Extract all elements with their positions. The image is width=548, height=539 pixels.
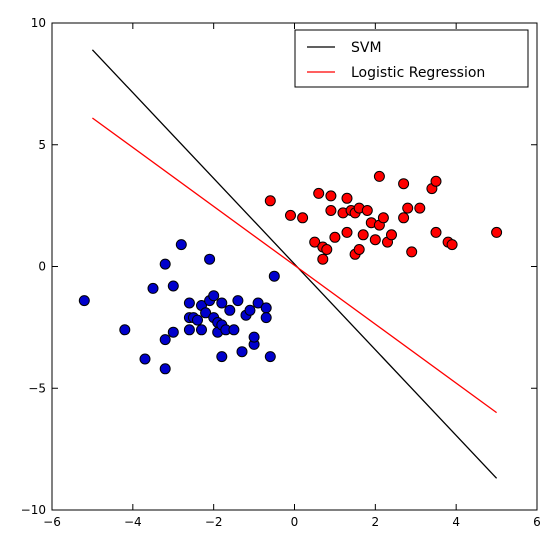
series-line-svm [91,49,498,479]
scatter-point [325,190,337,202]
scatter-point [159,363,171,375]
scatter-point [200,307,212,319]
scatter-point [357,229,369,241]
x-tick-label: −6 [43,515,61,529]
scatter-point [329,231,341,243]
scatter-point [147,282,159,294]
scatter-point [309,236,321,248]
scatter-point [264,195,276,207]
y-tick-label: 5 [38,138,46,152]
scatter-point [139,353,151,365]
scatter-point [430,226,442,238]
scatter-point [204,253,216,265]
scatter-point [252,297,264,309]
scatter-point [216,297,228,309]
x-tick-label: 4 [452,515,460,529]
scatter-point [285,209,296,221]
scatter-point [183,297,195,309]
legend-label: Logistic Regression [351,65,485,81]
scatter-point [430,175,442,187]
scatter-point [248,331,260,343]
x-tick-label: 0 [291,515,299,529]
data-layer [78,49,503,479]
scatter-point [167,326,179,338]
x-tick-label: −2 [205,515,223,529]
scatter-point [228,324,240,336]
legend-label: SVM [351,40,382,56]
scatter-point [373,170,385,182]
x-tick-label: −4 [124,515,142,529]
scatter-point [192,314,203,326]
scatter-point [446,239,458,251]
x-tick-label: 2 [372,515,380,529]
y-tick-label: −5 [28,381,46,395]
legend: SVM Logistic Regression [294,29,529,88]
axes-layer: −6 −4 −2 0 2 4 6 −10 −5 0 5 10 [21,16,541,529]
scatter-point [159,258,171,270]
scatter-point [321,244,333,255]
scatter-point [167,280,179,292]
series-line-logistic-regression [92,117,497,414]
scatter-point [264,351,276,363]
scatter-point [377,212,389,224]
scatter-point [313,187,325,199]
scatter-point [268,270,280,282]
scatter-point [119,324,131,336]
scatter-point [78,295,90,307]
scatter-point [260,312,272,324]
scatter-point [386,229,397,241]
scatter-point [236,346,248,358]
scatter-point [232,295,244,307]
scatter-point [297,212,309,224]
scatter-point [216,351,228,363]
legend-box [294,29,529,88]
scatter-point [341,226,353,238]
scatter-point [369,234,381,246]
scatter-point [260,302,272,314]
y-tick-label: 0 [38,260,46,274]
scatter-point [353,244,365,255]
scatter-point [317,253,329,265]
scatter-point [244,304,256,316]
y-tick-label: −10 [21,503,46,517]
scatter-point [398,178,410,190]
scatter-point [196,324,207,336]
scatter-point [491,226,503,238]
x-tick-label: 6 [533,515,541,529]
plot-area [52,23,537,510]
scatter-point [183,324,195,336]
scatter-point [361,205,373,216]
scatter-point [414,202,426,214]
y-tick-label: 10 [31,16,46,30]
scatter-point [175,239,187,251]
scatter-point [224,304,236,316]
scatter-point [159,334,171,346]
scatter-point [398,212,410,224]
scatter-point [325,205,337,216]
scatter-point [406,246,418,258]
scatter-point [402,202,414,214]
scatter-point [208,290,220,302]
scatter-point [341,192,353,204]
